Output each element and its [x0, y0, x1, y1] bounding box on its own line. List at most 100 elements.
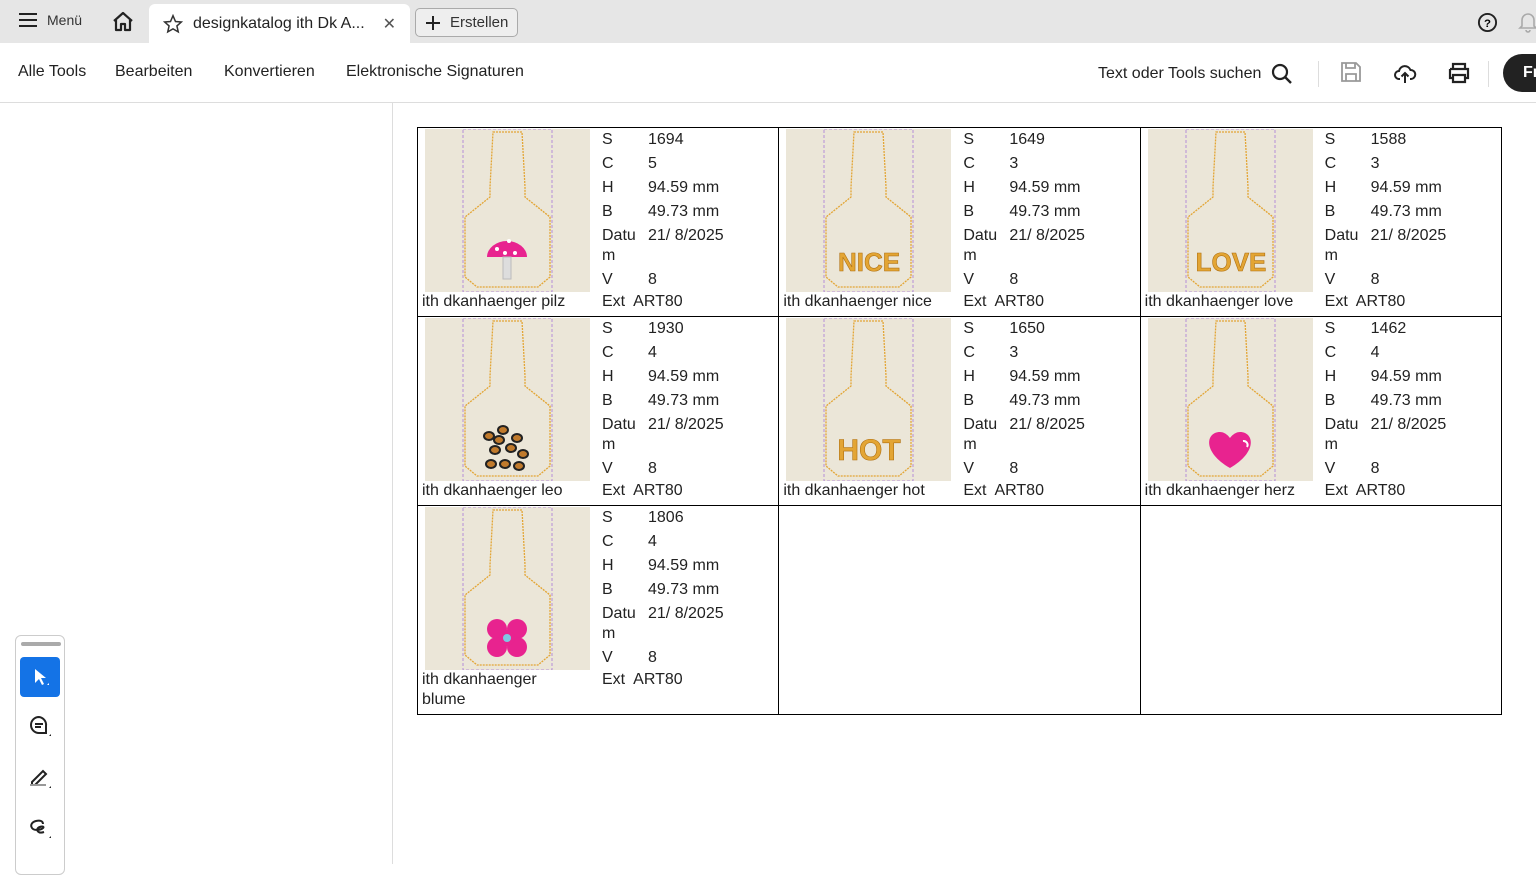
info-label: C [963, 344, 975, 361]
share-button[interactable]: Fr [1503, 54, 1536, 92]
info-value: 49.73 mm [648, 392, 720, 409]
cloud-upload-icon[interactable] [1393, 61, 1417, 85]
design-thumbnail: NICE [786, 129, 952, 292]
nav-all-tools[interactable]: Alle Tools [18, 63, 87, 80]
design-name: ith dkanhaenger pilz [422, 293, 566, 310]
nav-edit[interactable]: Bearbeiten [115, 63, 193, 80]
info-row-datum: Datum 21/ 8/2025 [602, 413, 724, 457]
info-label: Datum [602, 605, 636, 642]
info-label: B [1324, 203, 1336, 220]
design-thumbnail [425, 507, 590, 670]
drag-handle[interactable] [21, 642, 61, 646]
divider [1488, 61, 1489, 87]
info-label: B [1324, 392, 1336, 409]
nav-e-signatures[interactable]: Elektronische Signaturen [346, 63, 524, 80]
search-tools-button[interactable]: Text oder Tools suchen [1098, 63, 1293, 85]
info-label: S [963, 131, 974, 148]
info-row-h: H 94.59 mm [1325, 176, 1447, 200]
save-icon[interactable] [1340, 61, 1362, 83]
lasso-icon [30, 819, 51, 838]
menu-button[interactable]: Menü [18, 12, 82, 28]
info-row-datum: Datum 21/ 8/2025 [602, 224, 724, 268]
info-label: Ext [602, 671, 626, 688]
info-value: 94.59 mm [1009, 179, 1081, 196]
design-cell: S 1930 C 4 H 94.59 mm B 49.73 mm Datum 21/ 8/2025… [416, 316, 780, 506]
info-label: Ext [963, 482, 987, 499]
info-row-datum: Datum 21/ 8/2025 [602, 602, 724, 646]
info-row-datum: Datum 21/ 8/2025 [963, 224, 1085, 268]
design-cell: S 1694 C 5 H 94.59 mm B 49.73 mm Datum 21/ 8/2025… [416, 127, 780, 317]
print-icon[interactable] [1447, 61, 1471, 85]
info-row-h: H 94.59 mm [963, 365, 1085, 389]
info-label: V [602, 649, 613, 666]
search-icon [1272, 63, 1293, 84]
info-value: ART80 [1355, 482, 1406, 499]
info-value: 21/ 8/2025 [1009, 416, 1085, 433]
info-label: Datum [963, 416, 998, 453]
design-cell: S 1462 C 4 H 94.59 mm B 49.73 mm Datum 21/ 8/2025… [1139, 316, 1503, 506]
info-value: 94.59 mm [648, 557, 720, 574]
info-value: 94.59 mm [1009, 368, 1081, 385]
svg-text:?: ? [1484, 18, 1491, 30]
design-name: ith dkanhaenger hot [783, 482, 925, 499]
draw-tool-button[interactable] [20, 807, 60, 847]
info-label: S [602, 131, 613, 148]
design-info: S 1462 C 4 H 94.59 mm B 49.73 mm Datum 21/ 8/2025… [1325, 317, 1447, 481]
comment-tool-button[interactable] [20, 707, 60, 747]
search-label: Text oder Tools suchen [1098, 65, 1262, 82]
document-tab[interactable]: designkatalog ith Dk A... ✕ [149, 4, 410, 43]
info-label: C [963, 155, 975, 172]
design-name: ith dkanhaenger love [1144, 293, 1294, 310]
info-value: 21/ 8/2025 [1370, 227, 1447, 244]
close-icon[interactable]: ✕ [382, 15, 396, 33]
design-catalog-table: S 1694 C 5 H 94.59 mm B 49.73 mm Datum 21/ 8/2025… [416, 127, 1503, 715]
info-label: H [963, 368, 975, 385]
nav-convert[interactable]: Konvertieren [224, 63, 315, 80]
info-label: V [963, 271, 974, 288]
comment-icon [30, 715, 51, 736]
design-info: S 1806 C 4 H 94.59 mm B 49.73 mm Datum 21/ 8/2025… [602, 506, 724, 670]
info-label: V [602, 271, 613, 288]
info-row-h: H 94.59 mm [963, 176, 1085, 200]
ext-row: Ext ART80 [1325, 482, 1406, 500]
svg-text:LOVE: LOVE [1195, 247, 1266, 277]
select-tool-button[interactable] [20, 657, 60, 697]
design-name: ith dkanhaenger herz [1144, 482, 1295, 499]
info-label: H [1324, 368, 1337, 385]
info-row-s: S 1588 [1325, 128, 1447, 152]
info-label: B [602, 203, 613, 220]
highlight-tool-button[interactable] [20, 757, 60, 797]
info-label: C [602, 344, 614, 361]
info-value: 94.59 mm [1370, 368, 1442, 385]
info-label: C [1324, 344, 1337, 361]
bell-icon[interactable] [1518, 11, 1536, 33]
home-icon[interactable] [111, 10, 135, 34]
design-name: ith dkanhaenger nice [783, 293, 932, 310]
info-value: 4 [648, 533, 657, 550]
info-value: 8 [1009, 460, 1019, 477]
info-row-datum: Datum 21/ 8/2025 [1325, 413, 1447, 457]
info-row-s: S 1462 [1325, 317, 1447, 341]
ext-row: Ext ART80 [963, 293, 1044, 311]
info-value: 8 [1370, 460, 1380, 477]
help-icon[interactable]: ? [1477, 12, 1498, 33]
star-icon[interactable] [163, 13, 183, 34]
info-label: H [602, 557, 614, 574]
info-value: 21/ 8/2025 [648, 605, 724, 622]
create-button[interactable]: Erstellen [415, 8, 518, 37]
design-info: S 1649 C 3 H 94.59 mm B 49.73 mm Datum 21/ 8/2025… [963, 128, 1085, 292]
info-value: 8 [648, 460, 657, 477]
info-row-s: S 1694 [602, 128, 724, 152]
info-value: 21/ 8/2025 [1009, 227, 1085, 244]
design-thumbnail [1147, 318, 1313, 481]
info-label: H [963, 179, 975, 196]
design-cell: HOT S 1650 C 3 H 94.59 mm B 49.73 mm Datum 21/ 8/… [778, 316, 1141, 506]
ext-row: Ext ART80 [602, 482, 683, 500]
design-thumbnail [425, 318, 590, 481]
info-label: Ext [1324, 293, 1348, 310]
info-value: 1694 [648, 131, 684, 148]
